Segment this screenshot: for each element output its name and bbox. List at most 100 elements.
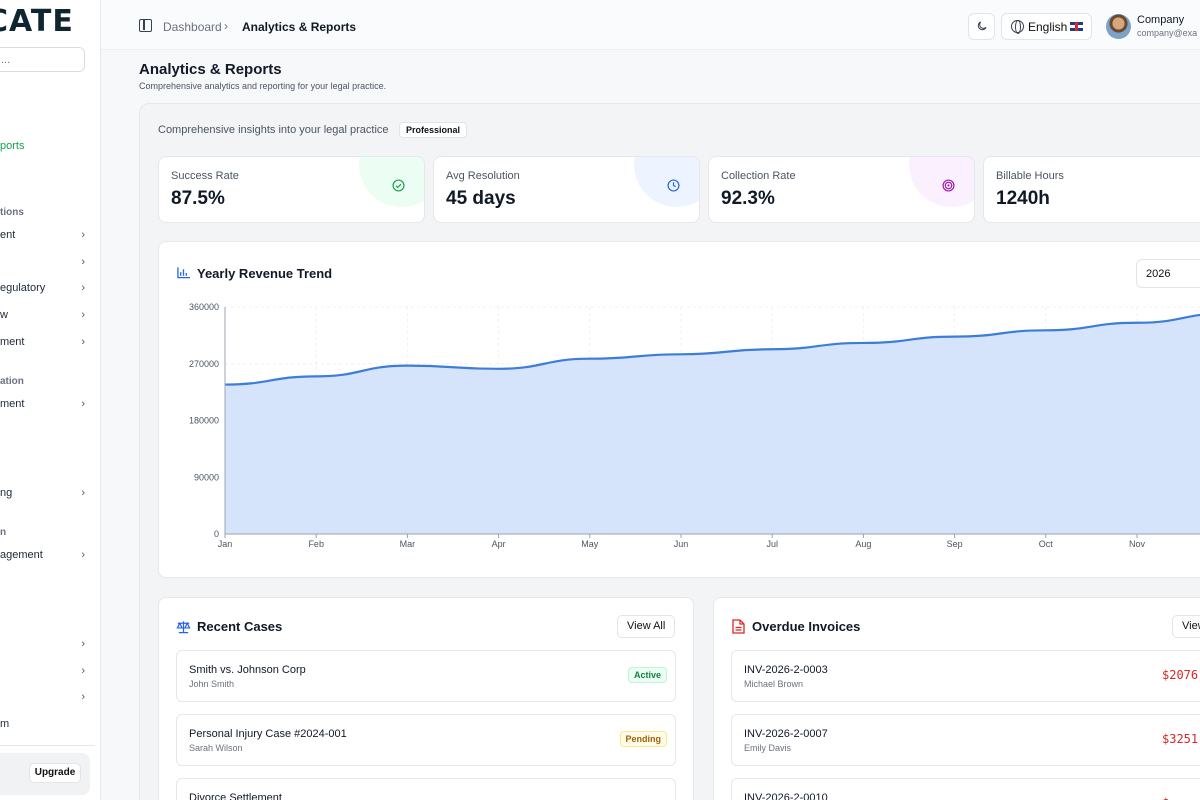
recent-cases-title: Recent Cases [197, 619, 283, 634]
user-email: company@exa [1137, 28, 1198, 38]
invoice-client: Michael Brown [744, 679, 804, 689]
sidebar-item-label: ment [0, 398, 25, 410]
chevron-right-icon: › [81, 691, 85, 703]
chevron-right-icon: › [81, 665, 85, 677]
sidebar-divider [0, 745, 95, 746]
page-title: Analytics & Reports [139, 61, 282, 78]
scale-icon [176, 621, 191, 634]
x-tick-label: Nov [1129, 539, 1146, 549]
revenue-chart: 0 90000 180000 270000 360000 Jan Feb Mar Apr May J… [189, 302, 1200, 549]
invoice-number: INV-2026-2-0010 [744, 792, 828, 800]
sidebar-item-system[interactable]: m [0, 718, 95, 730]
stat-label: Avg Resolution [446, 170, 520, 182]
chevron-right-icon: › [81, 398, 85, 410]
sidebar-item-management-2[interactable]: ment › [0, 336, 95, 348]
avatar[interactable] [1106, 14, 1131, 39]
case-client: Sarah Wilson [189, 743, 243, 753]
view-all-invoices-button[interactable]: View [1172, 615, 1200, 638]
sidebar-group-operations: tions [0, 207, 24, 218]
y-tick-label: 0 [214, 529, 219, 539]
sidebar-item-review[interactable]: w › [0, 309, 95, 321]
revenue-area [225, 314, 1200, 534]
invoice-row[interactable]: INV-2026-2-0007 Emily Davis $3251 [731, 714, 1200, 766]
x-tick-label: Jun [674, 539, 689, 549]
sidebar-item-label: w [0, 309, 8, 321]
globe-icon [1011, 20, 1024, 34]
chevron-right-icon: › [81, 549, 85, 561]
x-tick-label: Sep [947, 539, 963, 549]
stat-value: 45 days [446, 188, 516, 209]
uk-flag-icon [1070, 22, 1083, 31]
case-row[interactable]: Personal Injury Case #2024-001 Sarah Wil… [176, 714, 676, 766]
invoice-number: INV-2026-2-0007 [744, 728, 828, 740]
case-row[interactable]: Divorce Settlement [176, 778, 676, 800]
stat-card-billable-hours: Billable Hours 1240h [983, 156, 1200, 223]
stat-card-avg-resolution: Avg Resolution 45 days [433, 156, 700, 223]
chevron-right-icon: › [81, 229, 85, 241]
sidebar-group-admin: n [0, 527, 7, 538]
x-tick-label: Oct [1039, 539, 1054, 549]
language-selector[interactable]: English [1001, 13, 1092, 40]
sidebar-item-management[interactable]: ent › [0, 229, 95, 241]
sidebar-item-label: ng [0, 487, 13, 499]
page-subtitle: Comprehensive analytics and reporting fo… [139, 81, 387, 91]
x-tick-label: Apr [492, 539, 506, 549]
stat-value: 87.5% [171, 188, 225, 209]
view-all-cases-button[interactable]: View All [617, 615, 676, 638]
y-tick-label: 360000 [189, 302, 219, 312]
year-select[interactable]: 2026 [1136, 259, 1200, 288]
sidebar-item-billing[interactable]: ng › [0, 487, 95, 499]
check-circle-icon [392, 179, 405, 192]
y-tick-label: 270000 [189, 359, 219, 369]
sidebar-item-label: ment [0, 336, 25, 348]
invoice-row[interactable]: INV-2026-2-0003 Michael Brown $2076 [731, 650, 1200, 702]
moon-icon [977, 21, 986, 31]
theme-toggle-button[interactable] [968, 13, 995, 40]
sidebar-search-input[interactable]: ... [0, 47, 85, 72]
status-badge: Pending [619, 731, 667, 747]
stat-label: Success Rate [171, 170, 239, 182]
sidebar-group-automation: ation [0, 376, 24, 387]
clock-icon [667, 179, 680, 192]
sidebar-item-label: agement [0, 549, 43, 561]
x-tick-label: May [581, 539, 599, 549]
chevron-right-icon: › [81, 309, 85, 321]
language-label: English [1028, 20, 1068, 34]
chevron-right-icon: › [81, 638, 85, 650]
breadcrumb-separator-icon: › [224, 19, 228, 33]
x-tick-label: Jan [218, 539, 233, 549]
sidebar-item-label: egulatory [0, 282, 46, 294]
y-tick-label: 180000 [189, 416, 219, 426]
target-icon [942, 179, 955, 192]
sidebar-toggle-icon[interactable] [139, 19, 152, 32]
x-tick-label: Aug [855, 539, 871, 549]
file-icon [732, 619, 745, 634]
app-logo[interactable]: CATE [0, 4, 74, 39]
sidebar-item-engagement[interactable]: agement › [0, 549, 95, 561]
revenue-line [224, 313, 1200, 386]
invoice-amount: $ [1162, 796, 1169, 800]
insight-text: Comprehensive insights into your legal p… [158, 124, 389, 136]
stat-card-success-rate: Success Rate 87.5% [158, 156, 425, 223]
upgrade-button[interactable]: Upgrade [29, 763, 81, 783]
invoice-client: Emily Davis [744, 743, 792, 753]
stat-label: Billable Hours [996, 170, 1064, 182]
invoice-amount: $2076 [1162, 668, 1199, 682]
case-row[interactable]: Smith vs. Johnson Corp John Smith Active [176, 650, 676, 702]
stat-value: 1240h [996, 188, 1050, 209]
stat-card-collection-rate: Collection Rate 92.3% [708, 156, 975, 223]
x-tick-label: Feb [308, 539, 324, 549]
sidebar-item-label: ent [0, 229, 16, 241]
stat-value: 92.3% [721, 188, 775, 209]
invoice-amount: $3251 [1162, 732, 1199, 746]
invoice-number: INV-2026-2-0003 [744, 664, 828, 676]
sidebar-item-regulatory[interactable]: egulatory › [0, 282, 95, 294]
sidebar-item-reports[interactable]: ports [0, 140, 95, 152]
invoice-row[interactable]: INV-2026-2-0010 $ [731, 778, 1200, 800]
chevron-right-icon: › [81, 487, 85, 499]
status-badge: Active [627, 667, 667, 683]
sidebar-item-management-3[interactable]: ment › [0, 398, 95, 410]
chevron-right-icon: › [81, 282, 85, 294]
case-client: John Smith [189, 679, 235, 689]
breadcrumb-dashboard[interactable]: Dashboard [163, 20, 222, 34]
